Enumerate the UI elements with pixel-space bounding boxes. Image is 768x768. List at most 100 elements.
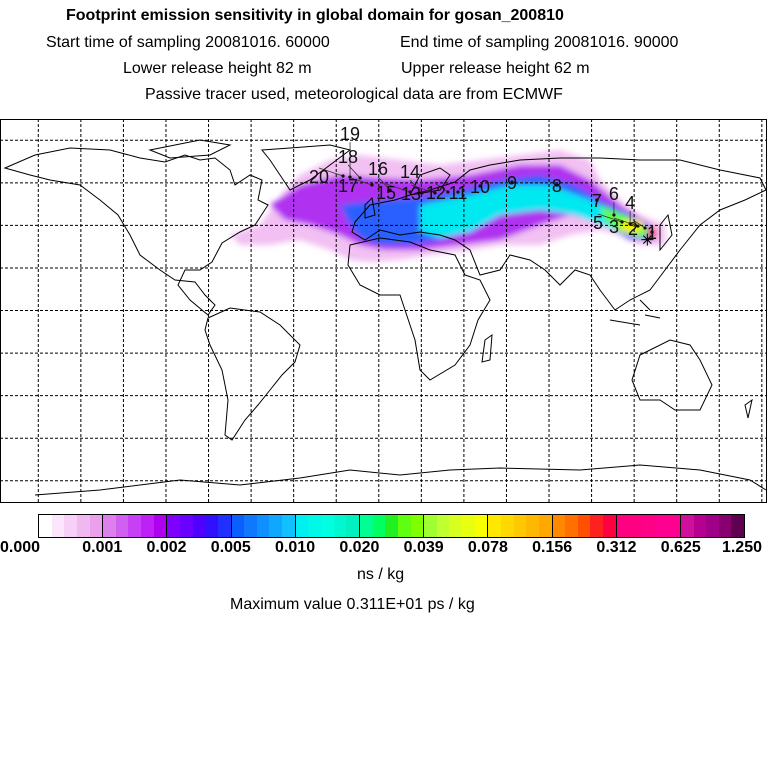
africa [347, 237, 491, 381]
day-marker: 13 [401, 184, 421, 204]
lower-release-height: Lower release height 82 m [123, 60, 312, 77]
day-marker-point [643, 226, 647, 230]
day-marker: 15 [376, 183, 396, 203]
day-marker-leader [377, 176, 391, 191]
end-time: End time of sampling 20081016. 90000 [400, 34, 679, 51]
colorbar-shade [667, 515, 680, 537]
colorbar-shade [641, 515, 655, 537]
day-marker-point [358, 176, 362, 180]
colorbar-segment [167, 515, 232, 537]
day-marker: 8 [552, 176, 562, 196]
day-marker-point [478, 184, 482, 188]
colorbar-shade [462, 515, 475, 537]
day-marker: 19 [340, 124, 360, 144]
plume-yellow [620, 219, 644, 233]
colorbar-shade [526, 515, 539, 537]
colorbar-shade [217, 515, 231, 537]
colorbar-shade [590, 515, 604, 537]
colorbar-shade [577, 515, 591, 537]
colorbar-segment [295, 515, 360, 537]
colorbar-shade [488, 515, 501, 537]
antarctica [34, 464, 767, 496]
colorbar-shade [397, 515, 411, 537]
day-marker: 9 [507, 173, 517, 193]
colorbar-shade [629, 515, 642, 537]
day-marker: 14 [400, 162, 420, 182]
colorbar-tick-label: 1.250 [721, 539, 762, 556]
colorbar-segment [680, 515, 745, 537]
day-marker: 3 [609, 217, 619, 237]
day-marker: 10 [470, 177, 490, 197]
colorbar-shade [693, 515, 707, 537]
day-marker-leader [385, 183, 411, 193]
colorbar-tick-label: 0.156 [532, 539, 573, 556]
day-marker-leader [597, 213, 623, 223]
colorbar-tick-label: 0.312 [596, 539, 637, 556]
colorbar-shade [205, 515, 218, 537]
day-marker-point [408, 190, 412, 194]
colorbar-segment [488, 515, 553, 537]
upper-release-height: Upper release height 62 m [401, 60, 590, 77]
colorbar-shade [115, 515, 129, 537]
colorbar-shade [731, 515, 745, 537]
day-marker-point [510, 180, 514, 184]
day-marker: 20 [309, 167, 329, 187]
colorbar-shade [680, 515, 694, 537]
colorbar-shade [424, 515, 437, 537]
day-marker-point [612, 213, 616, 217]
tracer-note: Passive tracer used, meteorological data… [145, 86, 563, 103]
day-marker-point [370, 183, 374, 187]
colorbar-shade [141, 515, 154, 537]
colorbar-shade [436, 515, 450, 537]
eurasia [351, 157, 767, 311]
colorbar-shade [500, 515, 514, 537]
day-marker: 5 [593, 213, 603, 233]
colorbar-shade [603, 515, 616, 537]
colorbar [38, 514, 745, 538]
colorbar-shade [64, 515, 77, 537]
day-marker: 2 [628, 219, 638, 239]
australia [631, 339, 713, 411]
day-marker: 11 [449, 183, 468, 203]
colorbar-shade [89, 515, 103, 537]
south-america [204, 307, 301, 441]
day-marker-point [636, 224, 640, 228]
arctic-islands [148, 139, 232, 159]
colorbar-shade [474, 515, 488, 537]
colorbar-shade [103, 515, 116, 537]
colorbar-tick-label: 0.039 [403, 539, 444, 556]
colorbar-shade [538, 515, 552, 537]
day-marker-leader [409, 179, 423, 194]
colorbar-tick-label: 0.010 [275, 539, 316, 556]
receptor-star-icon [641, 233, 654, 246]
day-marker-point [433, 191, 437, 195]
day-marker-leader [613, 217, 639, 227]
colorbar-shade [654, 515, 668, 537]
greenland [261, 144, 352, 191]
day-marker-point [446, 190, 450, 194]
colorbar-segment [552, 515, 617, 537]
colorbar-segment [39, 515, 104, 537]
day-marker-point [341, 174, 345, 178]
colorbar-shade [244, 515, 257, 537]
colorbar-unit: ns / kg [357, 566, 405, 583]
colorbar-shade [128, 515, 142, 537]
colorbar-tick-label: 0.020 [339, 539, 380, 556]
colorbar-tick-label: 0.625 [660, 539, 701, 556]
plot-title: Footprint emission sensitivity in global… [66, 7, 564, 24]
map-frame [0, 119, 767, 503]
day-marker-point [620, 220, 624, 224]
colorbar-segment [231, 515, 296, 537]
colorbar-shade [552, 515, 566, 537]
colorbar-tick-label: 0.000 [0, 539, 41, 556]
colorbar-shade [565, 515, 578, 537]
colorbar-shade [295, 515, 309, 537]
day-marker-point [555, 183, 559, 187]
plume-cyan [420, 185, 650, 238]
madagascar [481, 333, 493, 363]
day-marker-leader [632, 219, 646, 229]
day-marker-point [595, 198, 599, 202]
day-marker: 4 [625, 193, 635, 213]
